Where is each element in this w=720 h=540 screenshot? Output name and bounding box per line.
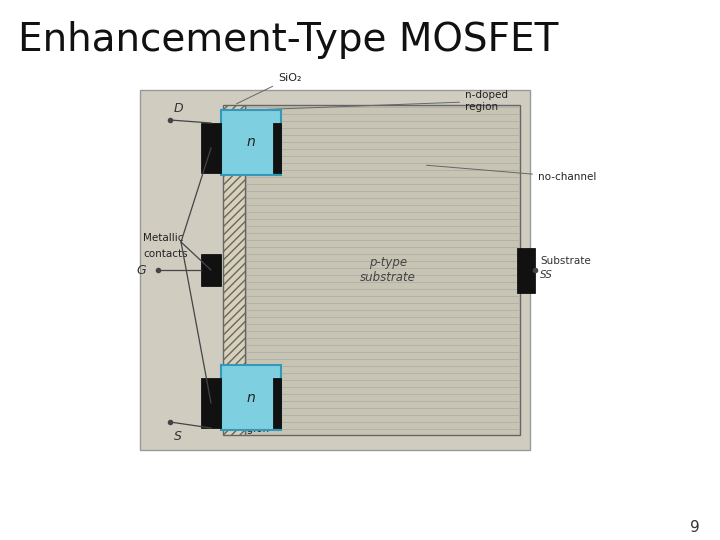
Text: n: n (247, 136, 256, 150)
Bar (273, 123, 281, 173)
Text: Substrate: Substrate (540, 256, 590, 266)
Bar (201, 254, 221, 286)
Bar (245, 105, 520, 435)
Text: Enhancement-Type MOSFET: Enhancement-Type MOSFET (18, 21, 559, 59)
Text: 9: 9 (690, 521, 700, 536)
Text: n: n (247, 390, 256, 404)
Bar (221, 365, 281, 430)
Text: SS: SS (540, 270, 553, 280)
Bar (140, 90, 530, 450)
Text: SiO₂: SiO₂ (236, 73, 302, 104)
Text: S: S (174, 429, 182, 442)
Bar (517, 247, 535, 293)
Bar (201, 123, 221, 173)
Text: Metallic: Metallic (143, 233, 184, 243)
Text: n-doped
region: n-doped region (232, 413, 274, 434)
Text: p-type
substrate: p-type substrate (360, 256, 416, 284)
Text: contacts: contacts (143, 249, 188, 259)
Text: D: D (174, 102, 184, 114)
Text: no-channel: no-channel (426, 165, 596, 182)
Bar (221, 110, 281, 175)
Text: n-doped
region: n-doped region (253, 90, 508, 112)
Text: G: G (136, 264, 146, 276)
Bar (223, 105, 245, 435)
Bar (273, 378, 281, 428)
Bar (201, 378, 221, 428)
